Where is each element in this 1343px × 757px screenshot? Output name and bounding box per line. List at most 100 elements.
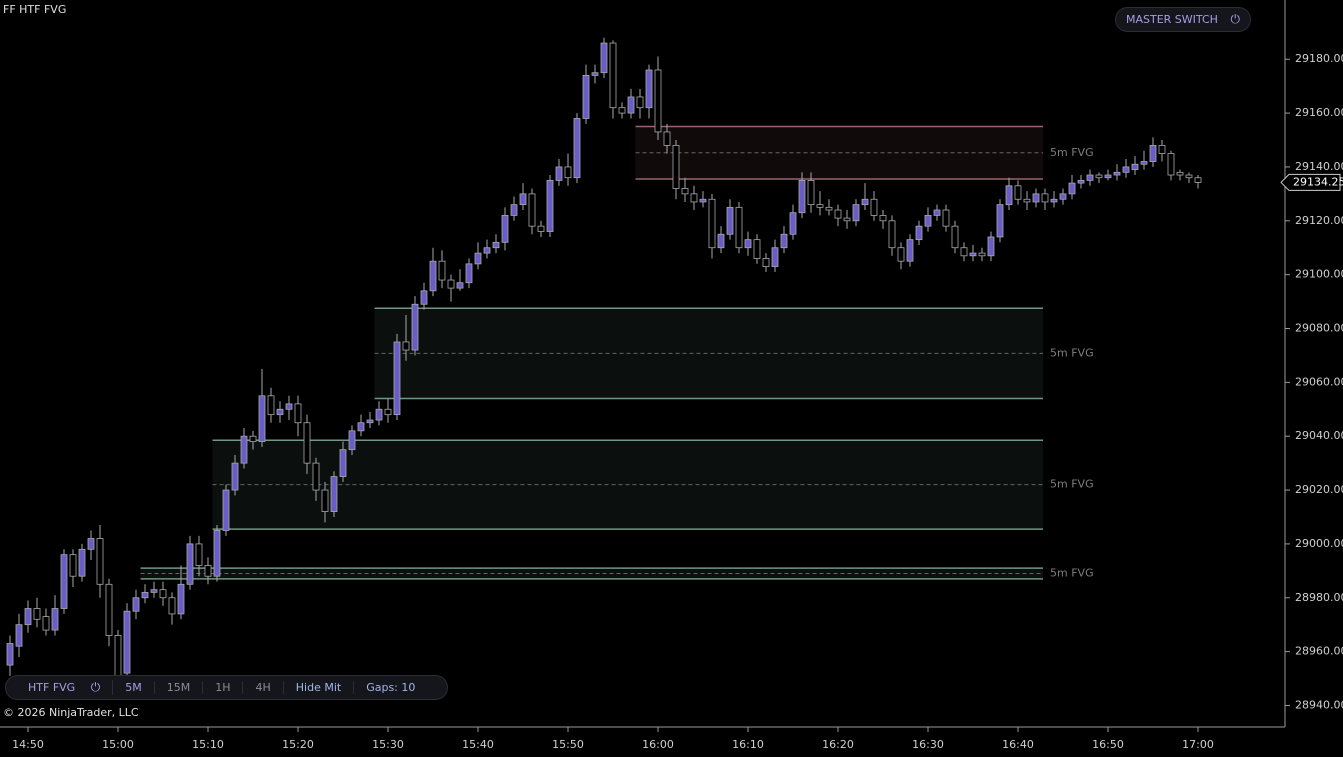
candle-body — [51, 608, 59, 631]
candle-body — [951, 225, 959, 249]
y-tick-label: 28980.00 — [1295, 591, 1343, 604]
candle-body — [771, 247, 779, 267]
candle-body — [1122, 166, 1130, 173]
candle-body — [168, 597, 176, 615]
candle-body — [384, 408, 392, 416]
candle-body — [816, 204, 824, 208]
x-tick-label: 16:50 — [1092, 738, 1124, 751]
candle-body — [1014, 185, 1022, 200]
y-tick-label: 28960.00 — [1295, 645, 1343, 658]
y-tick-label: 29160.00 — [1295, 106, 1343, 119]
candle-body — [798, 180, 806, 214]
candle-body — [159, 589, 167, 599]
x-tick-label: 15:20 — [282, 738, 314, 751]
fvg-label: 5m FVG — [1050, 567, 1094, 580]
candle-body — [393, 341, 401, 416]
candle-body — [663, 131, 671, 146]
candle-body — [87, 538, 95, 550]
candle-body — [258, 395, 266, 442]
candle-body — [465, 263, 473, 284]
candle-body — [429, 260, 437, 292]
candle-body — [933, 209, 941, 216]
toolbar-name: HTF FVG — [28, 681, 76, 694]
candle-body — [1149, 144, 1157, 162]
candle-body — [141, 591, 149, 599]
candle-body — [1086, 174, 1094, 181]
candle-body — [1005, 185, 1013, 206]
candle-body — [987, 236, 995, 257]
tf-button[interactable]: 5M — [113, 681, 155, 694]
x-tick-label: 15:40 — [462, 738, 494, 751]
candle-body — [564, 166, 572, 179]
y-tick-label: 29000.00 — [1295, 537, 1343, 550]
candle-body — [375, 408, 383, 421]
fvg-label: 5m FVG — [1050, 478, 1094, 491]
y-tick-label: 28940.00 — [1295, 698, 1343, 711]
master-switch-label: MASTER SWITCH — [1126, 13, 1218, 26]
tf-button[interactable]: 1H — [203, 681, 244, 694]
candle-body — [879, 215, 887, 222]
candle-body — [447, 279, 455, 289]
candle-body — [501, 215, 509, 243]
candle-body — [645, 69, 653, 109]
candle-body — [762, 258, 770, 267]
candle-body — [150, 589, 158, 593]
tf-button[interactable]: 4H — [243, 681, 284, 694]
candle-body — [357, 422, 365, 432]
candle-body — [825, 206, 833, 211]
candle-body — [573, 118, 581, 179]
candle-body — [1158, 144, 1166, 154]
candle-body — [807, 180, 815, 206]
price-marker — [1280, 173, 1341, 191]
candle-body — [222, 489, 230, 531]
candle-body — [897, 247, 905, 262]
x-tick-label: 16:40 — [1002, 738, 1034, 751]
fvg-label: 5m FVG — [1050, 146, 1094, 159]
x-tick-label: 15:00 — [102, 738, 134, 751]
candle-body — [348, 430, 356, 451]
candle-body — [591, 72, 599, 76]
candle-body — [906, 239, 914, 262]
candle-body — [276, 408, 284, 416]
toolbar-toggle[interactable]: HTF FVG ⏻ — [16, 680, 114, 695]
candle-body — [870, 198, 878, 216]
candle-body — [1059, 193, 1067, 200]
candle-body — [1068, 182, 1076, 195]
candle-body — [888, 220, 896, 249]
candle-body — [456, 282, 464, 289]
toolbar: HTF FVG ⏻ 5M 15M 1H 4H Hide Mit Gaps: 10 — [5, 675, 448, 700]
candle-body — [537, 225, 545, 232]
candle-body — [924, 215, 932, 227]
candle-body — [78, 548, 86, 577]
candle-body — [708, 198, 716, 249]
fvg-zone — [374, 308, 1043, 399]
x-tick-label: 15:10 — [192, 738, 224, 751]
candle-body — [1023, 198, 1031, 203]
candle-body — [843, 217, 851, 222]
candle-body — [582, 74, 590, 119]
candle-body — [528, 193, 536, 227]
candle-body — [186, 543, 194, 585]
x-tick-label: 15:30 — [372, 738, 404, 751]
candle-body — [69, 554, 77, 577]
candle-body — [942, 209, 950, 227]
candle-body — [420, 290, 428, 305]
candle-body — [213, 530, 221, 577]
candle-body — [852, 204, 860, 222]
hide-mit-button[interactable]: Hide Mit — [284, 681, 355, 694]
power-icon: ⏻ — [90, 680, 101, 694]
master-switch[interactable]: MASTER SWITCH ⏻ — [1115, 7, 1251, 32]
candle-body — [42, 616, 50, 631]
candle-body — [789, 212, 797, 235]
candle-body — [483, 247, 491, 254]
tf-button[interactable]: 15M — [155, 681, 204, 694]
candle-body — [123, 610, 131, 674]
candle-body — [15, 624, 23, 647]
candle-body — [546, 180, 554, 232]
candle-body — [672, 144, 680, 189]
gaps-count[interactable]: Gaps: 10 — [366, 681, 416, 694]
candle-body — [438, 260, 446, 281]
candle-body — [1032, 193, 1040, 203]
